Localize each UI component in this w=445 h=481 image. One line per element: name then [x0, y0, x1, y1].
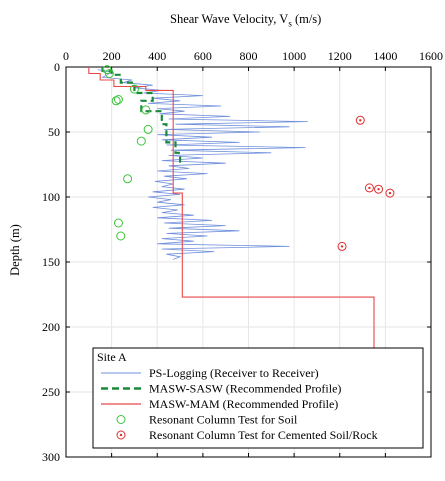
y-tick-label: 250 [42, 385, 60, 399]
legend-marker [116, 430, 126, 440]
legend-label: MASW-SASW (Recommended Profile) [149, 382, 341, 396]
x-tick-label: 400 [148, 49, 166, 63]
legend-label: Resonant Column Test for Cemented Soil/R… [149, 428, 378, 442]
series-point [143, 124, 153, 134]
y-ticks: 0 50 100 150 200 250 300 [42, 60, 431, 464]
series-line [97, 69, 308, 260]
x-ticks: 0 200 400 600 800 1000 1200 1400 1600 [63, 49, 443, 457]
series-point [337, 241, 347, 251]
x-tick-label: 600 [194, 49, 212, 63]
series-point-center [359, 119, 362, 122]
series-line [88, 67, 375, 351]
legend-box [92, 347, 424, 449]
series-group [88, 65, 395, 351]
series-point-center [377, 188, 380, 191]
series-point [136, 136, 146, 146]
series-point-center [340, 245, 344, 248]
series-point [113, 218, 123, 228]
legend-label: Resonant Column Test for Soil [149, 413, 298, 427]
y-tick-label: 100 [42, 190, 60, 204]
series-point [364, 183, 374, 193]
series-point [104, 69, 114, 78]
x-tick-label: 800 [240, 49, 258, 63]
legend: Site A PS-Logging (Receiver to Receiver) M… [92, 347, 424, 449]
series-point [374, 184, 384, 194]
series-point [113, 95, 123, 104]
series-point [129, 84, 139, 94]
x-tick-label: 1200 [328, 49, 352, 63]
x-tick-label: 200 [103, 49, 121, 63]
series-point-center [368, 186, 371, 190]
legend-marker [116, 415, 126, 424]
series-point [355, 115, 365, 125]
legend-label: PS-Logging (Receiver to Receiver) [149, 366, 319, 380]
legend-title: Site A [97, 350, 127, 364]
x-tick-label: 1400 [373, 49, 397, 63]
x-tick-label: 1000 [282, 49, 306, 63]
series-point [141, 105, 151, 115]
series-point [111, 96, 121, 106]
legend-label: MASW-MAM (Recommended Profile) [149, 397, 338, 411]
y-tick-label: 200 [42, 320, 60, 334]
y-tick-label: 0 [54, 60, 60, 74]
series-point-center [388, 191, 392, 195]
y-tick-label: 150 [42, 255, 60, 269]
y-tick-label: 50 [48, 125, 60, 139]
series-point [116, 231, 126, 241]
x-tick-label: 1600 [419, 49, 443, 63]
x-tick-label: 0 [63, 49, 69, 63]
legend-marker-center [119, 433, 123, 437]
series-point [385, 188, 395, 198]
y-tick-label: 300 [42, 450, 60, 464]
series-point [123, 174, 133, 184]
